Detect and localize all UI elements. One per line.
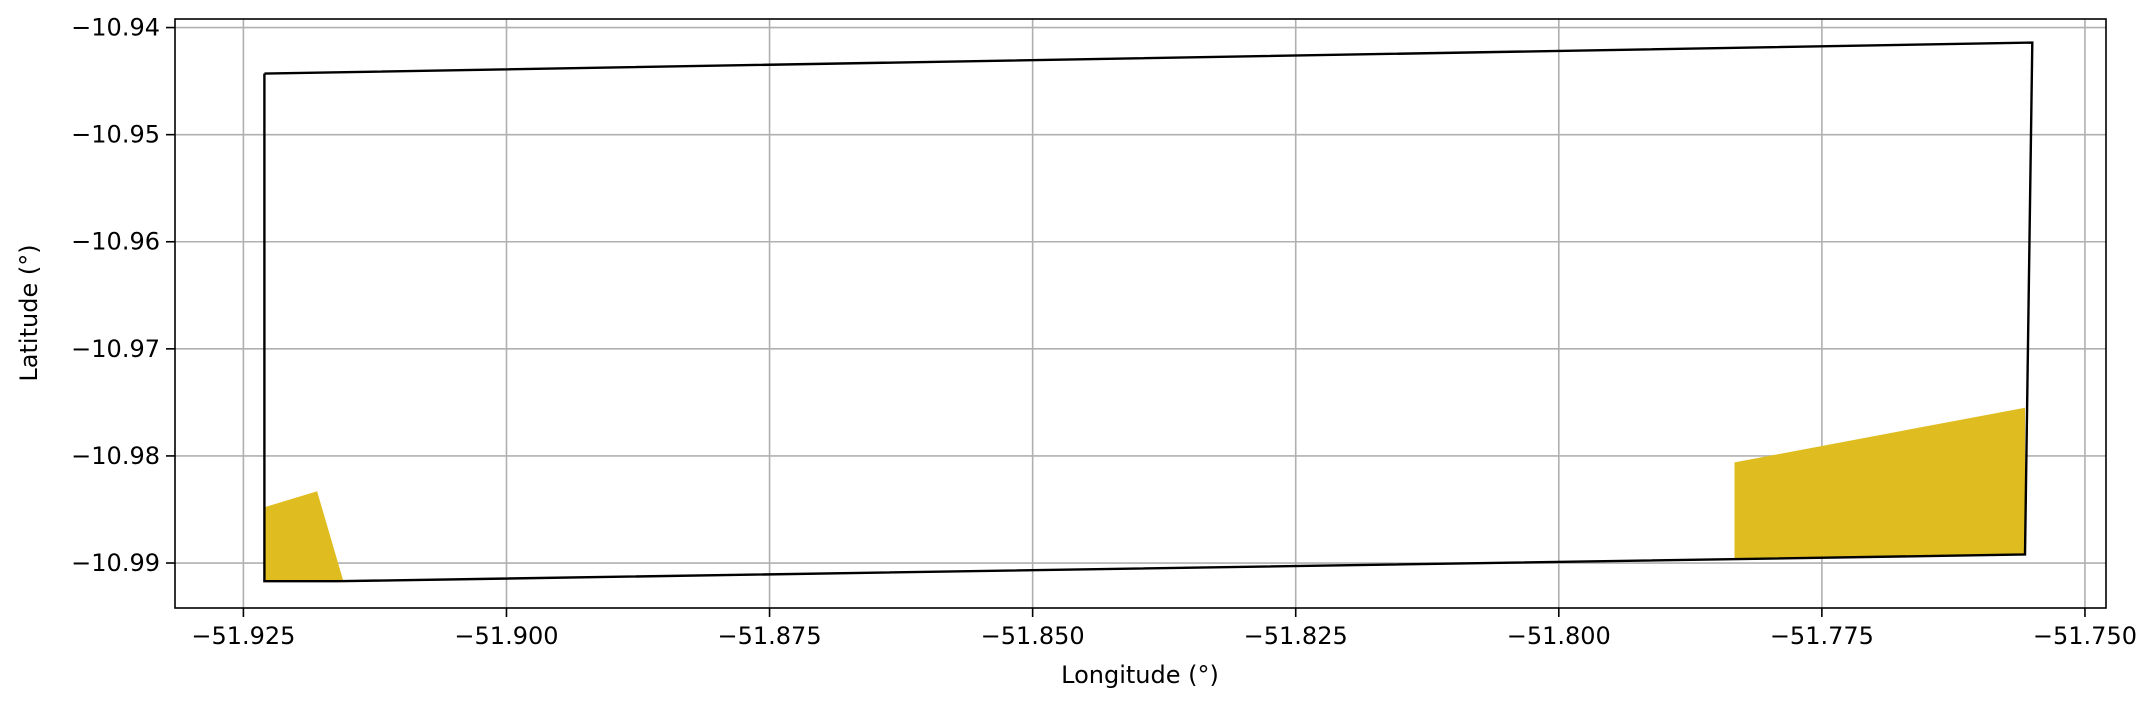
x-tick-label: −51.800 <box>1507 622 1611 650</box>
x-axis-ticks: −51.925 −51.900 −51.875 −51.850 −51.825 −51.8… <box>191 608 2137 650</box>
y-tick-label: −10.95 <box>71 121 160 149</box>
y-tick-label: −10.96 <box>71 228 160 256</box>
y-tick-label: −10.99 <box>71 549 160 577</box>
x-tick-label: −51.750 <box>2033 622 2137 650</box>
x-tick-label: −51.850 <box>981 622 1085 650</box>
y-axis-label: Latitude (°) <box>15 244 43 381</box>
x-tick-label: −51.825 <box>1244 622 1348 650</box>
y-tick-label: −10.98 <box>71 442 160 470</box>
x-tick-label: −51.775 <box>1770 622 1874 650</box>
x-tick-label: −51.925 <box>191 622 295 650</box>
y-tick-label: −10.94 <box>71 14 160 42</box>
y-tick-label: −10.97 <box>71 335 160 363</box>
x-tick-label: −51.900 <box>454 622 558 650</box>
x-tick-label: −51.875 <box>718 622 822 650</box>
x-axis-label: Longitude (°) <box>1061 661 1219 689</box>
y-axis-ticks: −10.94 −10.95 −10.96 −10.97 −10.98 −10.99 <box>71 14 175 577</box>
